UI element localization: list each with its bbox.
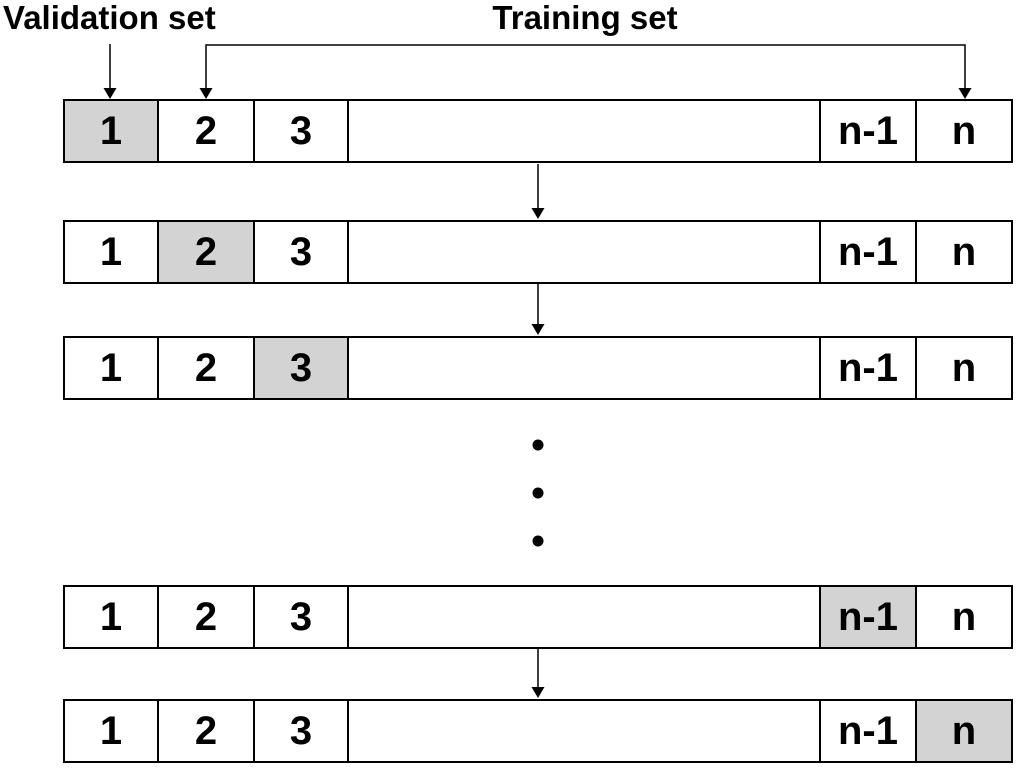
ellipsis-dot: [532, 439, 544, 451]
fold-cell: 2: [159, 587, 255, 647]
fold-cell: [349, 338, 821, 398]
fold-cell: n-1: [821, 701, 917, 761]
fold-row: 1 2 3 n-1 n: [63, 99, 1013, 163]
fold-cell: [349, 701, 821, 761]
fold-cell: 2: [159, 101, 255, 161]
fold-cell: [349, 587, 821, 647]
fold-cell: n: [917, 222, 1011, 282]
fold-row: 1 2 3 n-1 n: [63, 585, 1013, 649]
fold-cell: 1: [65, 701, 159, 761]
fold-cell: 3: [255, 587, 349, 647]
flow-arrow-row4-row5: [531, 649, 545, 698]
fold-cell: n: [917, 701, 1011, 761]
fold-cell: 2: [159, 701, 255, 761]
fold-row: 1 2 3 n-1 n: [63, 220, 1013, 284]
fold-cell: n-1: [821, 587, 917, 647]
flow-arrow-row1-row2: [531, 164, 545, 219]
fold-cell: 2: [159, 338, 255, 398]
fold-cell: 3: [255, 101, 349, 161]
fold-cell: 1: [65, 222, 159, 282]
validation-arrow: [103, 44, 117, 99]
fold-cell: 3: [255, 701, 349, 761]
fold-cell: n: [917, 101, 1011, 161]
fold-cell: n-1: [821, 101, 917, 161]
flow-arrow-row2-row3: [531, 284, 545, 335]
fold-cell: 3: [255, 222, 349, 282]
training-set-label: Training set: [492, 0, 678, 36]
fold-cell: 2: [159, 222, 255, 282]
fold-cell: n-1: [821, 338, 917, 398]
fold-cell: n: [917, 338, 1011, 398]
fold-row: 1 2 3 n-1 n: [63, 699, 1013, 763]
ellipsis-dot: [532, 535, 544, 547]
ellipsis-dots: [532, 439, 544, 547]
fold-cell: n-1: [821, 222, 917, 282]
fold-cell: [349, 101, 821, 161]
fold-cell: [349, 222, 821, 282]
fold-cell: 1: [65, 101, 159, 161]
ellipsis-dot: [532, 487, 544, 499]
fold-cell: 1: [65, 587, 159, 647]
validation-set-label: Validation set: [3, 0, 216, 36]
fold-row: 1 2 3 n-1 n: [63, 336, 1013, 400]
fold-cell: n: [917, 587, 1011, 647]
fold-cell: 1: [65, 338, 159, 398]
training-bracket: [199, 44, 972, 99]
fold-cell: 3: [255, 338, 349, 398]
